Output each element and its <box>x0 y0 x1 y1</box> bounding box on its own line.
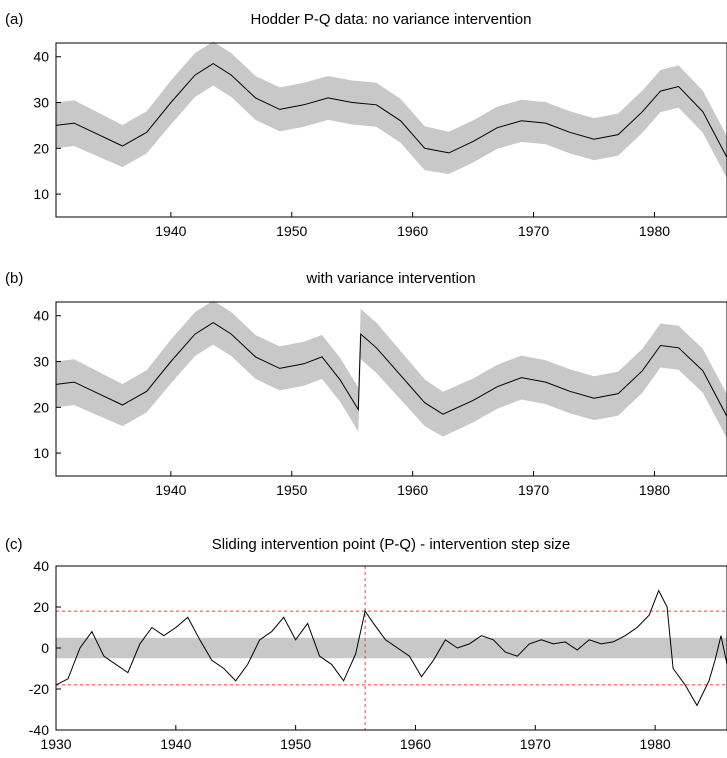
panel-c-axis-ticks: 1930 1940 1950 1960 1970 1980 -40 -20 0 20 40 <box>29 558 671 752</box>
panel-a-ytick-label-2: 30 <box>33 95 49 111</box>
panel-a-xtick-label-3: 1970 <box>518 223 549 239</box>
panel-c: (c) Sliding intervention point (P-Q) - i… <box>5 536 727 752</box>
panel-c-ytick-label-1: -20 <box>29 681 49 697</box>
panel-b-xtick-label-2: 1960 <box>397 482 428 498</box>
panel-a-xtick-label-4: 1980 <box>639 223 670 239</box>
panel-a-axis-ticks: 1940 1950 1960 1970 1980 10 20 30 40 <box>33 49 670 239</box>
panel-a-title: Hodder P-Q data: no variance interventio… <box>251 11 532 28</box>
panel-b-mean-line <box>55 322 727 417</box>
panel-c-xtick-label-0: 1930 <box>40 736 71 752</box>
panel-b-title: with variance intervention <box>305 270 475 287</box>
panel-a-plot: 1940 1950 1960 1970 1980 10 20 30 40 <box>33 41 727 239</box>
panel-c-ytick-label-4: 40 <box>33 558 49 574</box>
panel-a-mean-line <box>55 63 727 158</box>
panel-a-ytick-label-1: 20 <box>33 140 49 156</box>
panel-c-zero-band <box>56 637 727 659</box>
panel-b-ytick-label-0: 10 <box>33 445 49 461</box>
panel-b-uncertainty-band <box>56 300 727 439</box>
panel-a-xtick-label-1: 1950 <box>276 223 307 239</box>
panel-c-xtick-label-4: 1970 <box>520 736 551 752</box>
panel-c-ytick-label-2: 0 <box>41 640 49 656</box>
panel-b-axis-ticks: 1940 1950 1960 1970 1980 10 20 30 40 <box>33 308 670 498</box>
panel-b-xtick-label-1: 1950 <box>276 482 307 498</box>
panel-c-title: Sliding intervention point (P-Q) - inter… <box>212 536 571 553</box>
panel-c-label: (c) <box>5 536 23 553</box>
panel-a-xtick-label-2: 1960 <box>397 223 428 239</box>
panel-c-xtick-label-3: 1960 <box>400 736 431 752</box>
panel-b-frame <box>55 301 727 477</box>
panel-c-step-size-line <box>55 589 727 707</box>
panel-a-uncertainty-band <box>56 41 727 179</box>
panel-a-label: (a) <box>5 11 23 28</box>
panel-c-ytick-label-0: -40 <box>29 722 49 738</box>
panel-c-xtick-label-1: 1940 <box>160 736 191 752</box>
panel-c-frame <box>55 565 727 731</box>
panel-c-ytick-label-3: 20 <box>33 599 49 615</box>
panel-b: (b) with variance intervention 1940 1950 1… <box>5 270 727 498</box>
panel-b-xtick-label-4: 1980 <box>639 482 670 498</box>
panel-a-ytick-label-3: 40 <box>33 49 49 65</box>
panel-b-xtick-label-0: 1940 <box>155 482 186 498</box>
panel-b-label: (b) <box>5 270 23 287</box>
panel-a-xtick-label-0: 1940 <box>155 223 186 239</box>
panel-c-plot: 1930 1940 1950 1960 1970 1980 -40 -20 0 20 40 <box>29 558 727 752</box>
panel-b-ytick-label-1: 20 <box>33 399 49 415</box>
panel-b-ytick-label-3: 40 <box>33 308 49 324</box>
panel-b-ytick-label-2: 30 <box>33 354 49 370</box>
panel-b-plot: 1940 1950 1960 1970 1980 10 20 30 40 <box>33 300 727 498</box>
panel-a: (a) Hodder P-Q data: no variance interve… <box>5 11 727 239</box>
panel-c-xtick-label-2: 1950 <box>280 736 311 752</box>
panel-c-xtick-label-5: 1980 <box>640 736 671 752</box>
panel-a-ytick-label-0: 10 <box>33 186 49 202</box>
panel-a-frame <box>55 42 727 218</box>
panel-b-xtick-label-3: 1970 <box>518 482 549 498</box>
